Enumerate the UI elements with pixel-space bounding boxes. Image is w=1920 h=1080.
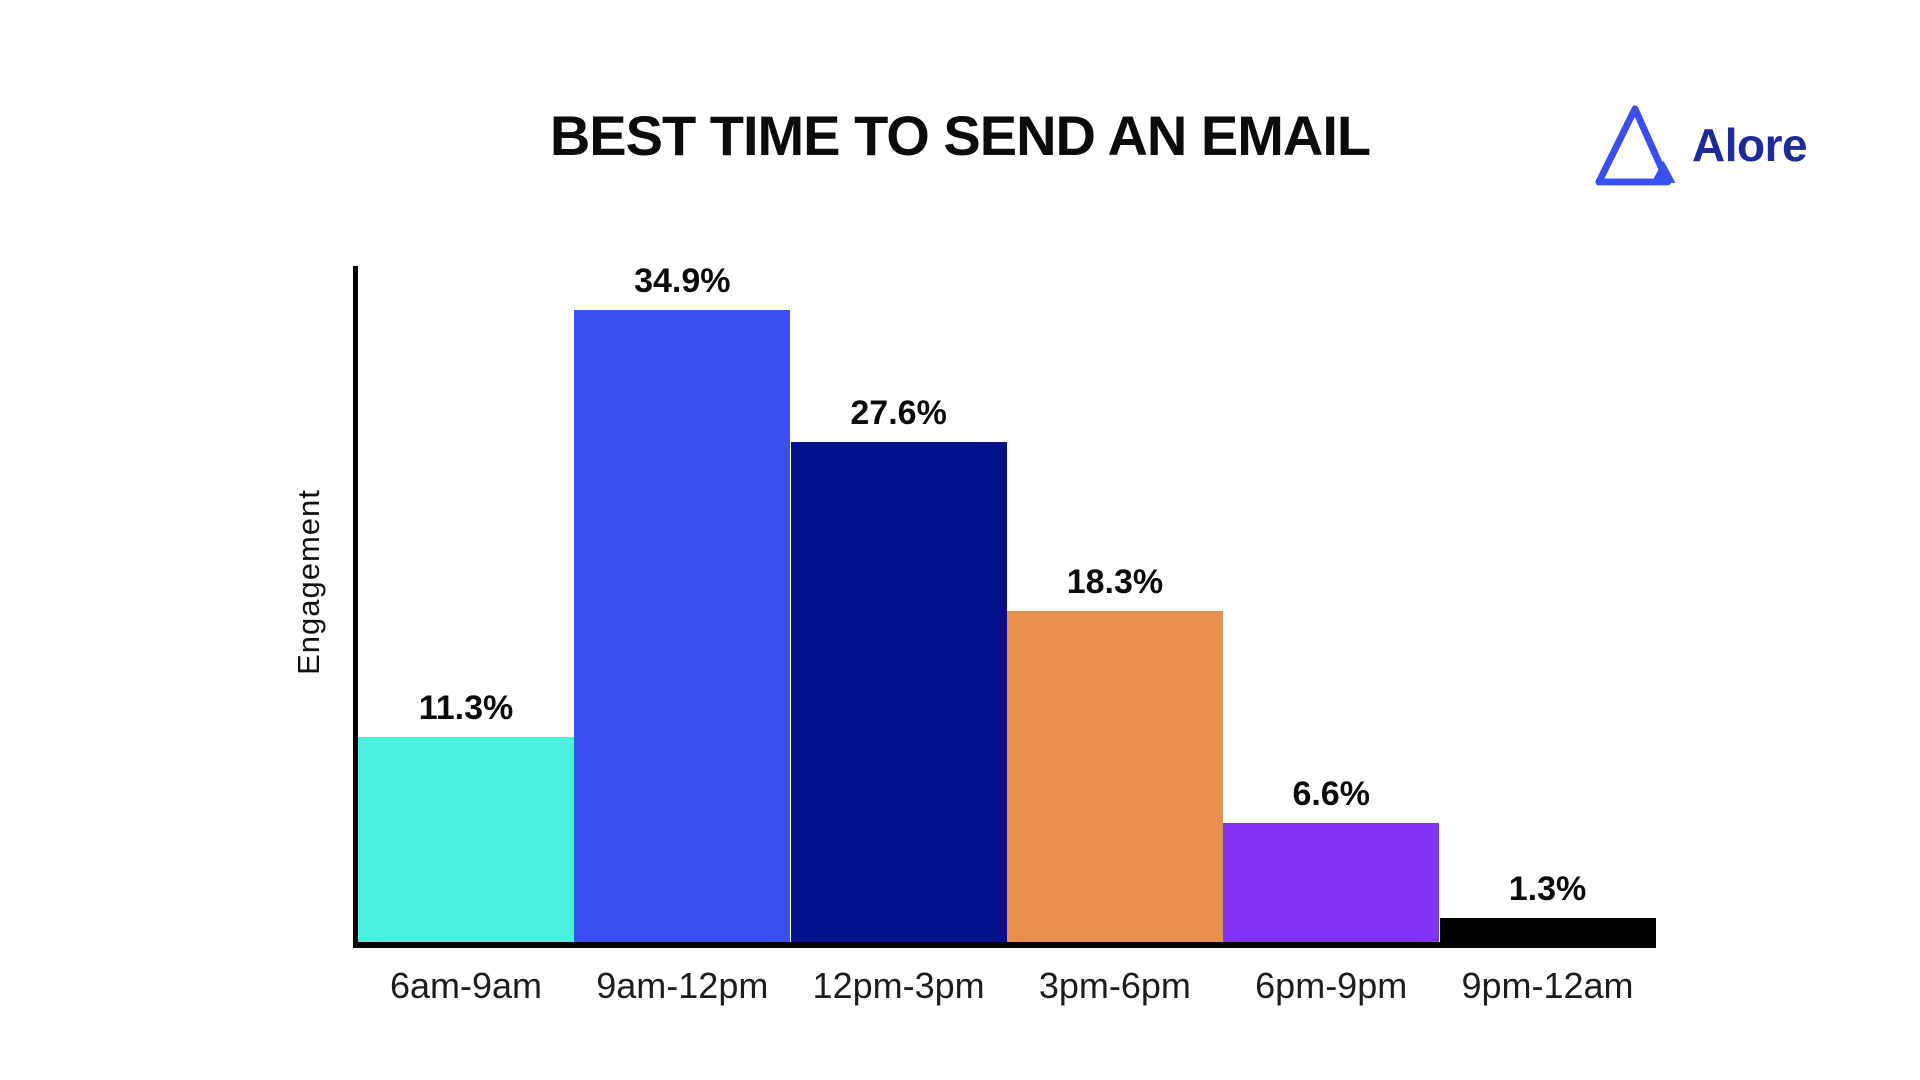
x-tick-label: 6pm-9pm: [1255, 965, 1408, 1006]
x-tick-label: 12pm-3pm: [812, 965, 985, 1006]
x-tick-label: 6am-9am: [389, 965, 543, 1006]
bar-value-label: 27.6%: [850, 394, 947, 432]
x-tick-label: 9am-12pm: [596, 965, 769, 1006]
brand-name: Alore: [1692, 119, 1808, 171]
x-axis-line: [353, 942, 1656, 948]
y-axis-label: Engagement: [291, 489, 326, 675]
bar-value-label: 11.3%: [418, 689, 514, 727]
chart-title: BEST TIME TO SEND AN EMAIL: [549, 104, 1371, 167]
bar: [1223, 823, 1440, 942]
bar-value-label: 34.9%: [634, 262, 731, 300]
bar: [358, 737, 574, 942]
bar: [1006, 611, 1223, 942]
bar-value-label: 18.3%: [1066, 563, 1164, 601]
bar-value-label: 1.3%: [1508, 870, 1587, 908]
bar: [574, 310, 791, 942]
bar: [790, 442, 1007, 942]
bar: [1439, 918, 1656, 942]
bar-value-label: 6.6%: [1292, 775, 1370, 813]
alore-triangle-icon: [1595, 105, 1676, 186]
x-tick-label: 3pm-6pm: [1038, 965, 1191, 1006]
y-axis-line: [353, 266, 358, 948]
brand-logo: Alore: [1592, 101, 1808, 189]
x-tick-label: 9pm-12am: [1461, 965, 1634, 1006]
